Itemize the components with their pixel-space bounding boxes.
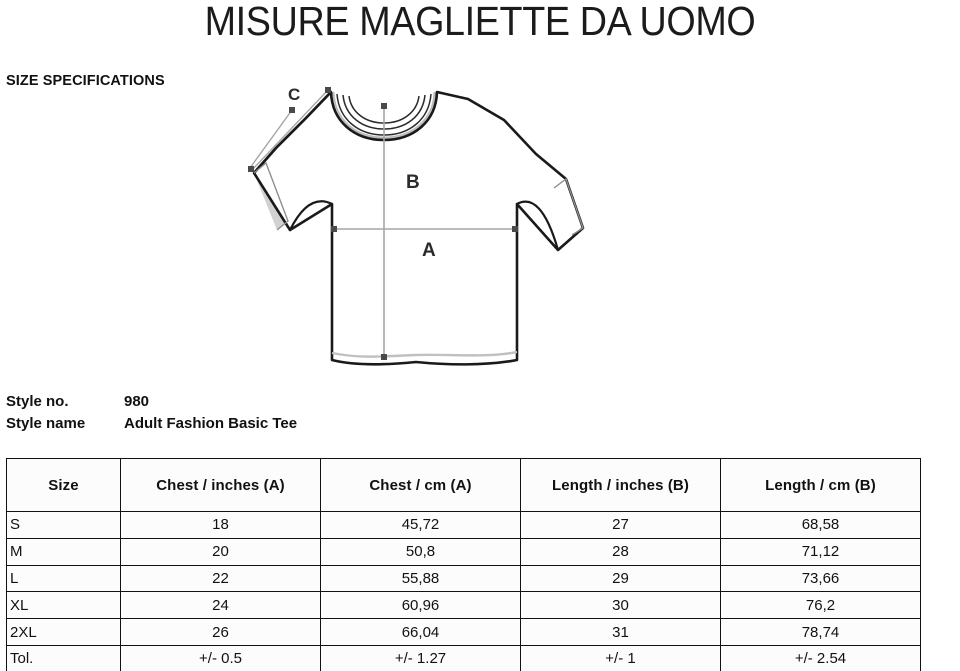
cell-size: XL xyxy=(6,591,121,620)
style-no-label: Style no. xyxy=(6,393,69,410)
dimension-b-endpoint-bottom xyxy=(381,354,387,360)
header-chest-cm: Chest / cm (A) xyxy=(320,458,521,512)
dimension-b-endpoint-top xyxy=(381,103,387,109)
left-underarm-seam xyxy=(289,200,333,231)
cell-size: M xyxy=(6,537,121,566)
cell-chest-in: 18 xyxy=(120,511,321,539)
cell-length-cm: 68,58 xyxy=(720,511,921,539)
cell-length-cm: 71,12 xyxy=(720,537,921,566)
style-no-row: Style no. 980 xyxy=(6,391,297,413)
size-table: Size Chest / inches (A) Chest / cm (A) L… xyxy=(6,458,921,671)
cell-chest-cm: 50,8 xyxy=(320,537,521,566)
page-title: MISURE MAGLIETTE DA UOMO xyxy=(204,0,756,44)
dimension-c-endpoint-mid xyxy=(289,107,295,113)
header-length-cm: Length / cm (B) xyxy=(720,458,921,512)
cell-chest-cm: 45,72 xyxy=(320,511,521,539)
size-specifications-label: SIZE SPECIFICATIONS xyxy=(6,73,165,89)
cell-length-cm: 73,66 xyxy=(720,564,921,593)
style-info: Style no. 980 Style name Adult Fashion B… xyxy=(6,391,297,435)
cell-length-in: 29 xyxy=(520,564,721,593)
cell-length-in: 27 xyxy=(520,511,721,539)
table-body: S 18 45,72 27 68,58 M 20 50,8 28 71,12 L… xyxy=(6,511,921,671)
cell-chest-cm: +/- 1.27 xyxy=(320,644,521,671)
cell-chest-in: 26 xyxy=(120,618,321,646)
dimension-line-c-inner xyxy=(249,109,293,169)
cell-length-in: +/- 1 xyxy=(520,644,721,671)
style-no-value: 980 xyxy=(124,393,150,410)
dimension-label-a: A xyxy=(422,240,436,261)
tshirt-illustration-svg: B A C xyxy=(248,85,585,366)
table-row: M 20 50,8 28 71,12 xyxy=(6,537,921,566)
right-cuff-band xyxy=(553,177,584,236)
cell-chest-cm: 55,88 xyxy=(320,564,521,593)
bottom-hem-line xyxy=(331,350,518,358)
table-row: S 18 45,72 27 68,58 xyxy=(6,511,921,539)
cell-chest-in: +/- 0.5 xyxy=(120,644,321,671)
header-length-in: Length / inches (B) xyxy=(520,458,721,512)
cell-size: 2XL xyxy=(6,618,121,646)
cell-length-in: 31 xyxy=(520,618,721,646)
cell-size: L xyxy=(6,564,121,593)
dimension-a-endpoint-left xyxy=(331,226,337,232)
cell-size: S xyxy=(6,511,121,539)
table-row: XL 24 60,96 30 76,2 xyxy=(6,591,921,620)
cell-size: Tol. xyxy=(6,644,121,671)
table-row-tolerance: Tol. +/- 0.5 +/- 1.27 +/- 1 +/- 2.54 xyxy=(6,644,921,671)
style-name-value: Adult Fashion Basic Tee xyxy=(124,415,298,432)
cell-length-in: 30 xyxy=(520,591,721,620)
tshirt-diagram: B A C xyxy=(236,78,606,376)
table-row: L 22 55,88 29 73,66 xyxy=(6,564,921,593)
header-chest-in: Chest / inches (A) xyxy=(120,458,321,512)
table-header-row: Size Chest / inches (A) Chest / cm (A) L… xyxy=(6,458,921,512)
right-underarm-seam xyxy=(516,200,560,251)
dimension-label-b: B xyxy=(406,172,420,193)
cell-length-cm: +/- 2.54 xyxy=(720,644,921,671)
dimension-line-c xyxy=(251,89,329,171)
cell-length-cm: 76,2 xyxy=(720,591,921,620)
dimension-label-c: C xyxy=(288,85,300,104)
cell-chest-cm: 66,04 xyxy=(320,618,521,646)
style-name-row: Style name Adult Fashion Basic Tee xyxy=(6,413,297,435)
cell-length-in: 28 xyxy=(520,537,721,566)
tshirt-body-outline xyxy=(252,90,585,366)
dimension-a-endpoint-right xyxy=(512,226,518,232)
table-row: 2XL 26 66,04 31 78,74 xyxy=(6,618,921,646)
left-shoulder-seam xyxy=(253,91,332,174)
cell-chest-in: 24 xyxy=(120,591,321,620)
cell-chest-in: 22 xyxy=(120,564,321,593)
dimension-c-endpoint-top xyxy=(325,87,331,93)
cell-length-cm: 78,74 xyxy=(720,618,921,646)
cell-chest-cm: 60,96 xyxy=(320,591,521,620)
left-cuff-band xyxy=(253,161,289,231)
cell-chest-in: 20 xyxy=(120,537,321,566)
style-name-label: Style name xyxy=(6,415,86,432)
header-size: Size xyxy=(6,458,121,512)
dimension-c-endpoint-bottom xyxy=(248,166,254,172)
